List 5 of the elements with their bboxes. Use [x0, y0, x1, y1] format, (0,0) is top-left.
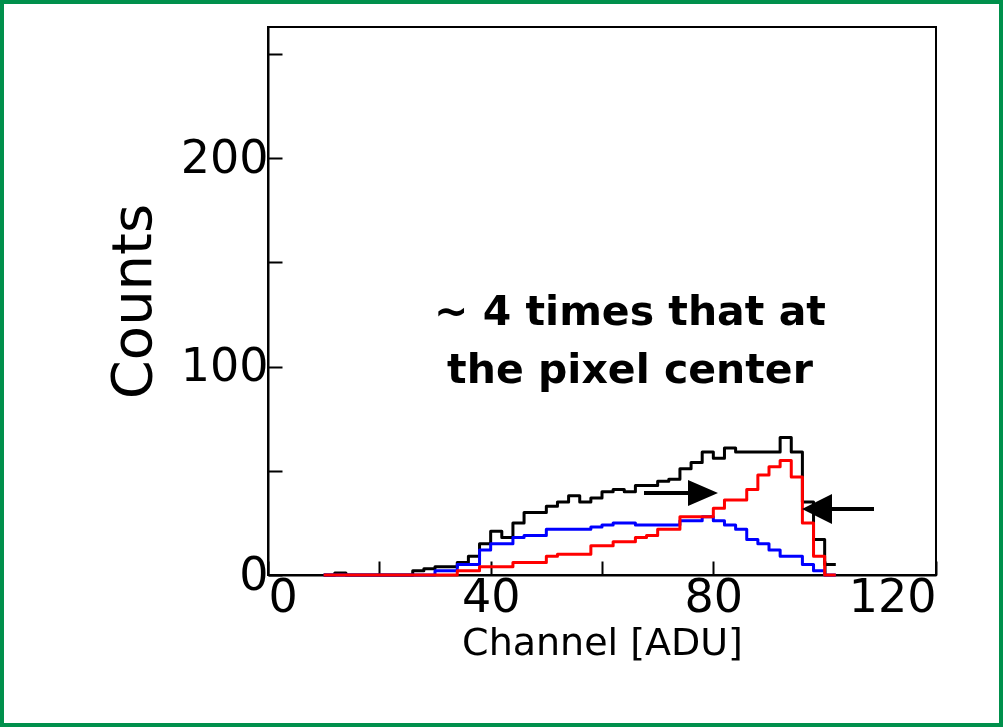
annotation: ~ 4 times that at the pixel center	[433, 286, 827, 395]
y-axis-title: Counts	[98, 203, 164, 400]
x-tick-label: 120	[848, 568, 937, 623]
y-tick-label: 100	[180, 338, 269, 393]
y-tick-label: 200	[180, 129, 269, 184]
